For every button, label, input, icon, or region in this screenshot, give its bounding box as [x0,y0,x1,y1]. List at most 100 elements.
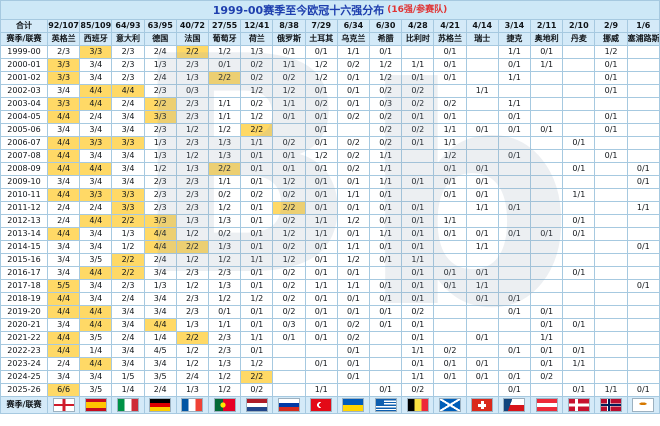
flag-cell [240,396,274,414]
column-total-cell: 6/30 [369,19,403,33]
stat-cell: 0/1 [240,214,274,228]
stat-cell: 0/2 [272,214,306,228]
stat-cell: 1/3 [208,136,242,150]
stat-cell: 1/4 [111,383,145,397]
season-cell: 2003-04 [0,97,48,111]
stat-cell: 0/2 [433,344,467,358]
stat-cell: 1/1 [562,188,596,202]
stat-cell: 0/1 [401,331,435,345]
stat-cell: 0/2 [336,58,371,72]
stat-cell: 0/1 [304,292,338,306]
column-total-cell: 3/14 [497,19,532,33]
stat-cell: 3/4 [46,318,81,332]
stat-cell [626,214,660,228]
flag-cell [79,396,113,414]
stat-cell: 2/4 [111,292,145,306]
stat-cell: 1/1 [240,136,274,150]
column-total-cell: 4/28 [401,19,435,33]
stat-cell [594,266,628,280]
stat-cell: 1/1 [530,58,564,72]
stat-cell [401,162,435,176]
flag-cell [594,396,628,414]
stat-cell: 0/1 [369,383,403,397]
stat-cell: 0/1 [401,214,435,228]
stat-cell [594,227,628,241]
stat-cell: 2/4 [111,331,145,345]
stat-cell: 0/1 [336,97,371,111]
stat-cell: 0/2 [240,188,274,202]
stat-cell: 1/2 [175,227,210,241]
stat-cell [497,279,532,293]
stat-cell: 0/1 [497,110,532,124]
stat-cell: 1/3 [175,214,210,228]
stat-cell [465,71,499,85]
tur-flag-icon [311,399,332,411]
stat-cell: 3/3 [111,201,145,215]
stat-cell [497,253,532,267]
stat-cell: 1/2 [336,253,371,267]
stat-cell: 0/2 [272,279,306,293]
stat-cell: 0/1 [530,45,564,59]
stat-cell: 0/1 [369,292,403,306]
stat-cell [562,253,596,267]
stat-cell: 0/1 [369,201,403,215]
stat-cell [433,305,467,319]
title-text: 1999-00赛季至今欧冠十六强分布 [212,3,385,17]
stat-cell [562,149,596,163]
season-cell: 2019-20 [0,305,48,319]
stat-cell [562,45,596,59]
stat-cell: 0/1 [562,344,596,358]
stat-cell [433,383,467,397]
stat-cell: 0/1 [240,305,274,319]
stat-cell: 3/4 [111,318,145,332]
stat-cell: 1/1 [240,253,274,267]
stat-cell: 1/1 [240,331,274,345]
stat-cell: 0/1 [562,318,596,332]
stat-cell: 0/1 [401,71,435,85]
season-cell: 2000-01 [0,58,48,72]
country-header: 英格兰 [46,32,81,46]
column-total-cell: 8/38 [272,19,306,33]
stat-cell [433,84,467,98]
stat-cell: 3/3 [46,58,81,72]
stat-cell: 2/3 [143,188,177,202]
flag-cell [304,396,338,414]
stat-cell: 1/2 [175,149,210,163]
stat-cell: 1/2 [369,58,403,72]
stat-cell: 2/3 [175,305,210,319]
country-header: 俄罗斯 [272,32,306,46]
stat-cell: 0/1 [369,305,403,319]
cze-flag-icon [504,399,525,411]
stat-cell: 2/3 [175,292,210,306]
stat-cell [465,214,499,228]
stat-cell: 2/2 [175,331,210,345]
flag-cell [143,396,177,414]
eng-flag-icon [53,399,74,411]
stat-cell: 3/4 [79,58,113,72]
stat-cell: 2/2 [272,201,306,215]
stat-cell: 3/4 [111,357,145,371]
stat-cell [594,305,628,319]
stat-cell: 0/1 [594,123,628,137]
season-cell: 2018-19 [0,292,48,306]
stat-cell: 4/4 [79,162,113,176]
stat-cell: 2/3 [208,344,242,358]
stat-cell: 3/4 [79,71,113,85]
stat-cell: 0/1 [465,123,499,137]
stat-cell [594,370,628,384]
stat-cell [465,97,499,111]
sco-flag-icon [440,399,461,411]
stat-cell: 0/1 [336,344,371,358]
stat-cell: 1/1 [369,149,403,163]
stat-cell: 1/1 [401,253,435,267]
stat-cell: 0/1 [304,331,338,345]
flag-cell [562,396,596,414]
stat-cell: 0/1 [336,266,371,280]
column-total-cell: 6/34 [336,19,371,33]
season-cell: 2016-17 [0,266,48,280]
stat-cell [401,188,435,202]
column-total-cell: 2/11 [530,19,564,33]
stat-cell [272,370,306,384]
stat-cell [594,175,628,189]
stat-cell: 4/4 [46,136,81,150]
